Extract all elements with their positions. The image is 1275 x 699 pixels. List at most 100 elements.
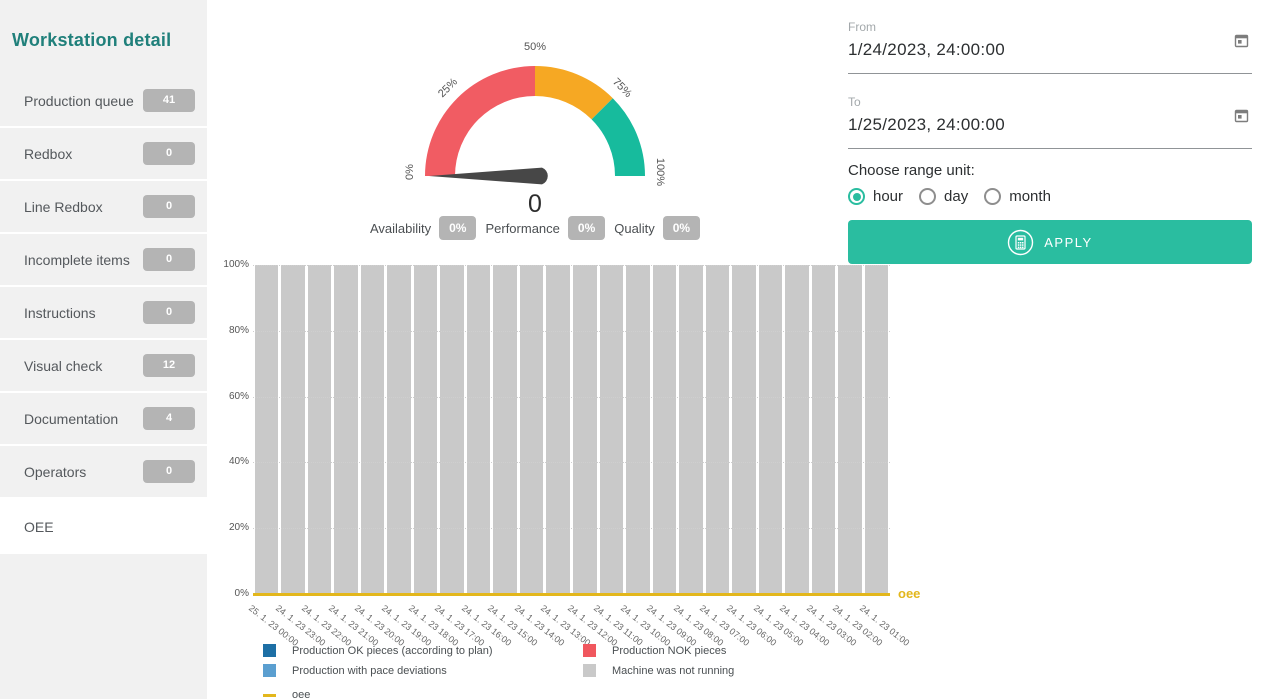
radio-icon — [919, 188, 937, 205]
sidebar-item-instructions[interactable]: Instructions 0 — [0, 287, 207, 340]
calendar-icon — [1234, 109, 1249, 123]
y-tick-label: 100% — [223, 259, 249, 270]
bar-19 — [758, 265, 783, 594]
kpi-value-badge: 0% — [439, 216, 477, 240]
to-calendar-button[interactable] — [1233, 107, 1250, 127]
gridline — [253, 330, 890, 332]
gauge-segment-low — [425, 66, 535, 176]
sidebar-item-production-queue[interactable]: Production queue 41 — [0, 75, 207, 128]
sidebar-item-redbox[interactable]: Redbox 0 — [0, 128, 207, 181]
bar-1 — [281, 265, 305, 594]
sidebar-item-oee[interactable]: OEE — [0, 499, 207, 554]
bar-9 — [493, 265, 517, 594]
bar-segment-machine-was-not-running — [758, 265, 783, 594]
legend-item-production-with-pace-deviations[interactable]: Production with pace deviations — [263, 664, 447, 677]
bar-8 — [466, 265, 491, 594]
y-tick-label: 0% — [234, 588, 249, 599]
legend-swatch — [263, 644, 276, 657]
radio-option-hour[interactable]: hour — [848, 188, 903, 205]
sidebar-item-label: Operators — [24, 463, 87, 480]
sidebar-item-line-redbox[interactable]: Line Redbox 0 — [0, 181, 207, 234]
bar-segment-machine-was-not-running — [732, 265, 756, 594]
y-tick-label: 20% — [228, 522, 249, 534]
count-badge: 0 — [143, 460, 195, 483]
oee-gauge: 0% 25% 50% 75% 100% 0 — [404, 41, 666, 218]
bar-segment-machine-was-not-running — [785, 265, 809, 594]
bar-10 — [519, 265, 544, 594]
bar-23 — [864, 265, 889, 594]
bar-segment-machine-was-not-running — [360, 265, 385, 594]
legend-swatch — [263, 693, 276, 697]
sidebar-item-incomplete-items[interactable]: Incomplete items 0 — [0, 234, 207, 287]
kpi-label: Quality — [614, 220, 655, 236]
filter-panel: From 1/24/2023, 24:00:00 To 1/25/2023, 2… — [848, 12, 1252, 264]
count-badge: 0 — [143, 248, 195, 271]
from-datetime-input[interactable]: 1/24/2023, 24:00:00 — [848, 40, 1005, 59]
bar-segment-machine-was-not-running — [546, 265, 570, 594]
bar-segment-machine-was-not-running — [307, 265, 332, 594]
from-field[interactable]: From 1/24/2023, 24:00:00 — [848, 12, 1252, 74]
oee-line — [253, 592, 890, 596]
legend-item-machine-was-not-running[interactable]: Machine was not running — [583, 664, 734, 677]
bar-segment-machine-was-not-running — [864, 265, 889, 594]
legend-item-oee[interactable]: oee — [263, 689, 310, 699]
legend-label: Machine was not running — [612, 664, 735, 677]
bar-segment-machine-was-not-running — [705, 265, 730, 594]
bar-21 — [811, 265, 836, 594]
radio-icon — [984, 188, 1002, 205]
sidebar-item-label: Production queue — [24, 92, 134, 109]
to-label: To — [848, 95, 861, 109]
bar-segment-machine-was-not-running — [281, 265, 305, 594]
bar-segment-machine-was-not-running — [838, 265, 862, 594]
bar-3 — [334, 265, 358, 594]
sidebar-item-documentation[interactable]: Documentation 4 — [0, 393, 207, 446]
kpi-row: Availability 0% Performance 0% Quality 0% — [330, 216, 740, 240]
gridline — [253, 396, 890, 398]
sidebar-item-visual-check[interactable]: Visual check 12 — [0, 340, 207, 393]
sidebar-nav: Production queue 41 Redbox 0 Line Redbox 0 Inc… — [0, 75, 207, 554]
calculator-icon — [1008, 229, 1034, 255]
bar-segment-machine-was-not-running — [493, 265, 517, 594]
count-badge: 0 — [143, 301, 195, 324]
sidebar-item-label: Incomplete items — [24, 251, 130, 268]
to-field[interactable]: To 1/25/2023, 24:00:00 — [848, 87, 1252, 149]
legend-item-production-ok-pieces-according-to-plan[interactable]: Production OK pieces (according to plan) — [263, 644, 493, 657]
kpi-performance: Performance 0% — [485, 216, 606, 240]
bar-segment-machine-was-not-running — [626, 265, 650, 594]
count-badge: 12 — [143, 354, 195, 377]
radio-option-month[interactable]: month — [984, 188, 1051, 205]
page-title: Workstation detail — [12, 30, 172, 50]
bar-segment-machine-was-not-running — [387, 265, 411, 594]
oee-line-end-label: oee — [898, 586, 921, 601]
to-datetime-input[interactable]: 1/25/2023, 24:00:00 — [848, 115, 1005, 134]
gauge-tick-100: 100% — [654, 158, 666, 186]
sidebar-item-label: Line Redbox — [24, 198, 103, 215]
chart-legend: Production OK pieces (according to plan)… — [263, 644, 983, 699]
range-unit-radios: hour day month — [848, 188, 1252, 205]
count-badge: 4 — [143, 407, 195, 430]
apply-button[interactable]: APPLY — [848, 220, 1252, 264]
bar-14 — [626, 265, 650, 594]
bar-segment-machine-was-not-running — [254, 265, 279, 594]
legend-swatch — [583, 644, 596, 657]
kpi-value-badge: 0% — [662, 216, 701, 240]
y-tick-label: 80% — [228, 324, 249, 336]
bar-segment-machine-was-not-running — [334, 265, 358, 594]
gauge-tick-0: 0% — [404, 164, 416, 180]
radio-option-day[interactable]: day — [919, 188, 968, 205]
bar-17 — [705, 265, 730, 594]
bar-segment-machine-was-not-running — [652, 265, 677, 594]
sidebar-item-operators[interactable]: Operators 0 — [0, 446, 207, 499]
gauge-needle — [429, 167, 548, 185]
bar-segment-machine-was-not-running — [811, 265, 836, 594]
bar-13 — [599, 265, 624, 594]
from-calendar-button[interactable] — [1233, 32, 1250, 52]
count-badge: 0 — [143, 142, 195, 165]
radio-option-label: hour — [873, 188, 904, 205]
from-label: From — [848, 20, 876, 34]
radio-option-label: month — [1009, 188, 1051, 205]
gauge-segment-mid — [535, 66, 613, 120]
legend-item-production-nok-pieces[interactable]: Production NOK pieces — [583, 644, 726, 657]
legend-swatch — [263, 664, 276, 677]
